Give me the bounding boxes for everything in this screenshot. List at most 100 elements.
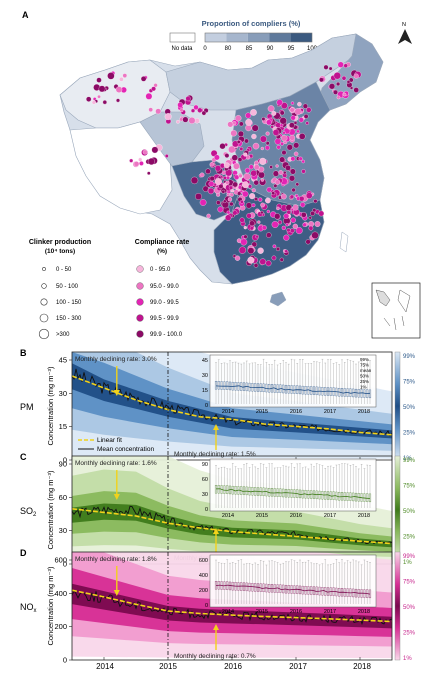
plant-dot	[285, 223, 289, 227]
plant-dot	[271, 221, 279, 228]
plant-dot	[289, 228, 295, 234]
percentile-tick-label: 75%	[403, 380, 416, 386]
compliance-item: 95.0 - 99.0	[150, 284, 179, 290]
plant-dot	[276, 206, 280, 211]
plant-dot	[278, 170, 284, 175]
plant-dot	[230, 129, 237, 137]
plant-dot	[248, 164, 254, 170]
compliance-item: 99.9 - 100.0	[150, 332, 183, 338]
north-label: N	[402, 22, 406, 28]
plant-dot	[264, 145, 270, 151]
percentile-band	[72, 503, 392, 548]
inset-y-tick-label: 200	[199, 588, 208, 594]
plant-dot	[293, 142, 300, 149]
plant-dot	[243, 225, 247, 230]
plant-dot	[206, 213, 211, 219]
percentile-tick-label: 25%	[403, 431, 416, 437]
inset-x-tick-label: 2014	[222, 609, 234, 615]
plant-dot	[214, 165, 222, 172]
size-symbol	[39, 313, 49, 323]
arrow-head-icon	[113, 390, 120, 396]
plant-dot	[269, 165, 273, 169]
pollutant-label: PM	[20, 402, 34, 412]
plant-dot	[318, 210, 325, 217]
plant-dot	[97, 94, 101, 99]
plant-dot	[282, 131, 286, 135]
compliance-legend-title: Compliance rate	[135, 239, 190, 246]
plant-dot	[274, 179, 281, 185]
plant-dot	[298, 133, 306, 140]
plant-dot	[251, 133, 257, 140]
plant-dot	[281, 135, 288, 142]
plant-dot	[116, 98, 120, 103]
plant-dot	[323, 64, 329, 70]
plant-dot	[147, 171, 151, 175]
plant-dot	[276, 99, 283, 106]
plant-dot	[98, 85, 106, 93]
scale-segment	[269, 33, 291, 42]
plant-dot	[305, 121, 309, 125]
plant-dot	[281, 150, 287, 156]
plant-dot	[313, 199, 318, 204]
compliance-legend-unit: (%)	[157, 248, 167, 255]
compliance-swatch	[136, 265, 144, 273]
plant-dot	[223, 199, 227, 204]
inset-y-tick-label: 30	[202, 492, 208, 498]
panel-c: C SO2 Concentration (mg m⁻³) 90 60 30 0 99% 75% 5…	[20, 452, 416, 569]
plant-dot	[301, 159, 305, 164]
clinker-item: 50 - 100	[56, 284, 79, 290]
plant-dot	[294, 108, 302, 116]
plant-dot	[267, 105, 275, 112]
plant-dot	[257, 220, 261, 224]
inset-boxplot: 90 60 30 0 2014 2015 2016 2017 2018	[202, 458, 377, 519]
y-tick-label: 0	[63, 456, 67, 465]
plant-dot	[209, 175, 215, 182]
plant-dot	[251, 124, 259, 132]
plant-dot	[242, 190, 249, 198]
clinker-legend: Clinker production (10⁴ tons) 0 - 50 50 …	[29, 239, 91, 340]
legend-mean-label: Mean concentration	[97, 446, 154, 453]
compliance-swatch	[136, 330, 144, 338]
plant-dot	[197, 107, 203, 113]
plant-dot	[250, 169, 257, 177]
plant-dot	[179, 108, 184, 113]
inset-legend-label: 50%	[360, 374, 369, 379]
plant-dot	[265, 197, 271, 204]
size-symbol	[41, 283, 47, 289]
y-tick-label: 90	[59, 460, 67, 469]
inset-legend-label: 1%	[360, 385, 367, 390]
plant-dot	[247, 256, 255, 264]
rate-before-label: Monthly declining rate: 3.0%	[75, 356, 157, 363]
plant-dot	[188, 117, 196, 124]
plant-dot	[275, 164, 279, 168]
plant-dot	[225, 180, 230, 185]
y-axis-label: Concentration (mg m⁻³)	[46, 366, 55, 445]
percentile-tick-label: 25%	[403, 631, 416, 637]
plant-dot	[129, 158, 134, 163]
plant-dot	[308, 216, 312, 220]
percentile-tick-label: 99%	[403, 354, 416, 360]
plant-dot	[272, 129, 280, 136]
plant-dot	[239, 146, 244, 151]
plant-dot	[353, 73, 359, 79]
scale-tick: 90	[267, 46, 274, 52]
plant-dot	[239, 217, 245, 223]
plant-dot	[291, 187, 296, 193]
plant-dot	[148, 107, 153, 112]
plant-dot	[283, 234, 290, 241]
y-tick-label: 15	[59, 422, 67, 431]
plant-dot	[199, 172, 205, 178]
plant-dot	[271, 191, 276, 196]
plant-dot	[223, 162, 230, 169]
inset-y-tick-label: 400	[199, 573, 208, 579]
scale-tick: 80	[225, 46, 232, 52]
plant-dot	[305, 239, 311, 245]
plant-dot	[271, 110, 277, 116]
arrow-head-icon	[113, 590, 120, 596]
plant-dot	[295, 194, 299, 198]
plant-dot	[266, 119, 272, 126]
plant-dot	[279, 156, 286, 163]
inset-y-tick-label: 60	[202, 477, 208, 483]
plant-dot	[290, 156, 296, 162]
plant-dot	[86, 96, 92, 102]
